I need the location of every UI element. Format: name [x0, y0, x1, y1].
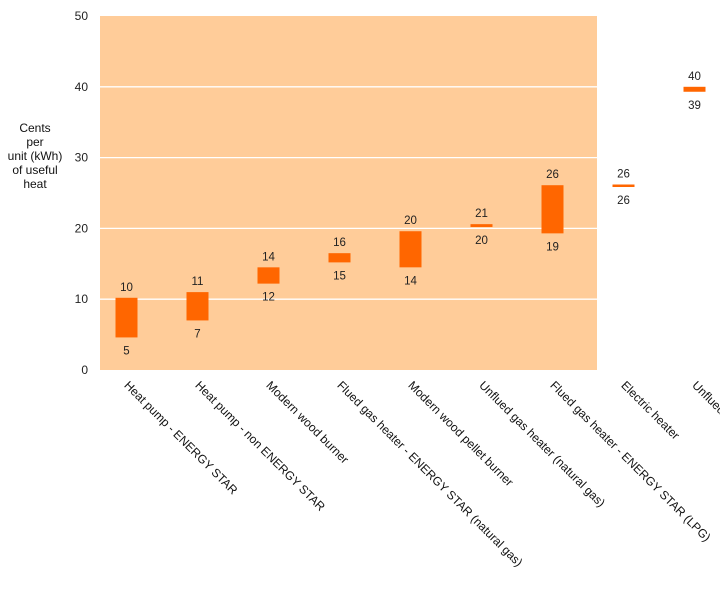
y-tick-label: 50: [75, 9, 89, 23]
plot-background: [100, 16, 597, 370]
bars: [115, 86, 706, 338]
bar-high-label: 11: [192, 276, 204, 288]
bar-low-label: 12: [262, 292, 275, 304]
bar-low-label: 14: [404, 275, 417, 287]
range-bar: [115, 297, 138, 338]
bar-low-label: 15: [333, 270, 346, 282]
bar-high-label: 26: [546, 169, 559, 181]
range-bar: [328, 253, 351, 263]
range-bar: [186, 292, 209, 321]
bar-low-label: 20: [475, 235, 488, 247]
y-tick-label: 40: [75, 80, 89, 94]
bar-high-label: 26: [617, 169, 630, 181]
y-tick-label: 0: [81, 363, 88, 377]
x-category-label: Flued gas heater - ENERGY STAR (LPG): [547, 378, 713, 544]
bar-high-label: 21: [475, 208, 488, 220]
bar-high-label: 16: [333, 237, 346, 249]
x-category-label: Heat pump - ENERGY STAR: [121, 378, 240, 497]
bar-low-label: 19: [546, 241, 559, 253]
range-bar: [470, 224, 493, 227]
bar-low-label: 7: [194, 328, 200, 340]
x-category-label: Electric heater: [618, 378, 682, 442]
y-tick-label: 10: [75, 292, 89, 306]
range-bar: [257, 267, 280, 284]
bar-low-label: 5: [123, 345, 129, 357]
gridlines: [100, 86, 597, 300]
y-tick-label: 20: [75, 221, 89, 235]
x-category-label: Unflued gas heater (natural gas): [476, 378, 608, 510]
bar-labels: 10 5 11 7 14 12 16 15 20 14 21 20 26 19 26 26 40 39: [120, 71, 701, 358]
range-bar: [541, 185, 564, 234]
x-category-label: Unflued gas cabinet heater (LPG): [689, 378, 720, 514]
bar-high-label: 10: [120, 282, 133, 294]
y-tick-label: 30: [75, 151, 89, 165]
range-bar: [399, 231, 422, 268]
y-axis-label-line: per: [26, 135, 43, 149]
bar-low-label: 26: [617, 195, 630, 207]
y-axis-ticks: 0 10 20 30 40 50: [75, 9, 89, 377]
bar-high-label: 20: [404, 215, 417, 227]
bar-high-label: 14: [262, 251, 275, 263]
y-axis-label-line: of useful: [12, 163, 57, 177]
x-category-label: Heat pump - non ENERGY STAR: [192, 378, 328, 514]
bar-low-label: 39: [688, 100, 701, 112]
y-axis-label-line: heat: [23, 177, 47, 191]
bar-high-label: 40: [688, 71, 701, 83]
y-axis-label-line: unit (kWh): [8, 149, 63, 163]
y-axis-label-line: Cents: [19, 121, 50, 135]
range-bar: [612, 184, 635, 188]
range-bar: [683, 86, 706, 92]
